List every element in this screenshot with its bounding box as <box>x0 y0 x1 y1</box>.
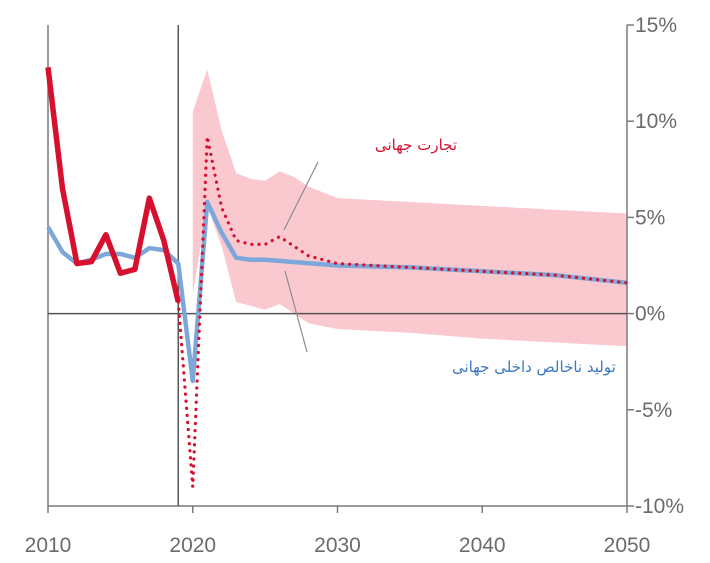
ticks-layer: 15% 10% 5% 0% -5% -10% 2010 2020 2030 2040 2050 <box>25 14 684 557</box>
series-line-trade_proj <box>176 134 629 489</box>
trade-label-leader <box>283 161 319 231</box>
band-layer <box>192 69 627 347</box>
x-tick-label: 2050 <box>604 534 651 557</box>
y-tick-label: -10% <box>635 495 684 518</box>
y-tick-label: 10% <box>635 110 677 133</box>
annotation-layer: تجارت جهانی تولید ناخالص داخلی جهانی <box>283 136 616 376</box>
x-tick-label: 2040 <box>459 534 506 557</box>
x-tick-label: 2010 <box>25 534 72 557</box>
series-line-trade_hist <box>45 67 181 303</box>
y-tick-label: 0% <box>635 303 665 326</box>
gdp-label-leader <box>284 270 308 353</box>
x-tick-label: 2020 <box>169 534 216 557</box>
uncertainty-band <box>192 69 627 347</box>
y-tick-label: -5% <box>635 399 672 422</box>
x-tick-label: 2030 <box>314 534 361 557</box>
y-tick-label: 5% <box>635 206 665 229</box>
trade-series-label: تجارت جهانی <box>375 136 457 154</box>
gdp-series-label: تولید ناخالص داخلی جهانی <box>452 358 616 376</box>
series-layer <box>45 67 629 489</box>
y-tick-label: 15% <box>635 14 677 37</box>
